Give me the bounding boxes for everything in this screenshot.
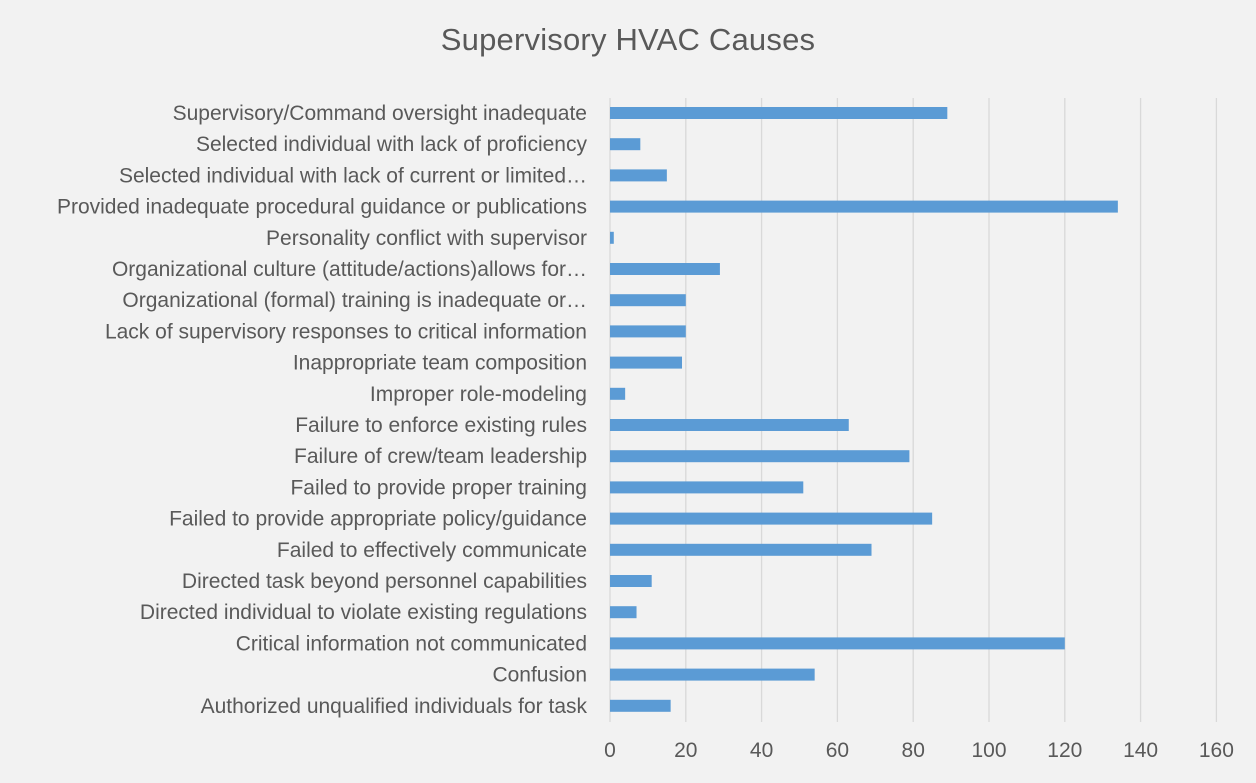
category-label: Directed task beyond personnel capabilit… <box>182 570 587 593</box>
bar <box>610 543 872 556</box>
category-label: Authorized unqualified individuals for t… <box>201 695 588 718</box>
gridlines <box>609 98 1218 722</box>
bar <box>610 450 910 463</box>
bar <box>610 637 1065 650</box>
x-tick-label: 60 <box>826 739 849 762</box>
category-label: Supervisory/Command oversight inadequate <box>173 102 587 125</box>
bar <box>610 107 948 119</box>
category-label: Failure to enforce existing rules <box>295 414 587 437</box>
chart-title: Supervisory HVAC Causes <box>440 22 816 57</box>
bar <box>610 699 671 712</box>
bar <box>610 138 641 151</box>
category-label: Organizational (formal) training is inad… <box>122 289 587 312</box>
category-label: Selected individual with lack of current… <box>119 164 587 187</box>
category-label: Inappropriate team composition <box>293 352 587 375</box>
bar <box>610 231 614 244</box>
bar <box>610 419 849 431</box>
category-label: Lack of supervisory responses to critica… <box>105 320 587 343</box>
category-label: Failure of crew/team leadership <box>294 445 587 468</box>
category-label: Failed to effectively communicate <box>277 539 587 562</box>
bar <box>610 356 683 369</box>
category-label: Confusion <box>492 664 587 687</box>
x-tick-label: 100 <box>971 739 1006 762</box>
bar <box>610 200 1118 213</box>
bar <box>610 294 686 307</box>
bar <box>610 512 933 525</box>
category-label: Failed to provide appropriate policy/gui… <box>169 508 587 531</box>
category-label: Personality conflict with supervisor <box>266 227 587 250</box>
bar <box>610 668 815 681</box>
bar <box>610 575 652 587</box>
category-label: Organizational culture (attitude/actions… <box>112 258 587 281</box>
bar <box>610 325 686 338</box>
category-labels: Supervisory/Command oversight inadequate… <box>57 102 588 718</box>
category-label: Provided inadequate procedural guidance … <box>57 196 587 219</box>
x-tick-label: 80 <box>902 739 925 762</box>
bars <box>610 107 1118 712</box>
x-axis-ticks: 0 20 40 60 80 100 120 140 160 <box>604 739 1234 762</box>
category-label: Failed to provide proper training <box>290 476 587 499</box>
bar <box>610 387 626 400</box>
x-tick-label: 20 <box>674 739 697 762</box>
category-label: Selected individual with lack of profici… <box>196 133 588 156</box>
x-tick-label: 160 <box>1199 739 1234 762</box>
bar <box>610 481 804 494</box>
x-tick-label: 120 <box>1047 739 1082 762</box>
category-label: Critical information not communicated <box>236 632 587 655</box>
category-label: Directed individual to violate existing … <box>140 601 587 624</box>
bar <box>610 169 667 182</box>
x-tick-label: 40 <box>750 739 773 762</box>
category-label: Improper role-modeling <box>370 383 587 406</box>
bar <box>610 263 720 275</box>
x-tick-label: 140 <box>1123 739 1158 762</box>
bar <box>610 606 637 619</box>
x-tick-label: 0 <box>604 739 616 762</box>
